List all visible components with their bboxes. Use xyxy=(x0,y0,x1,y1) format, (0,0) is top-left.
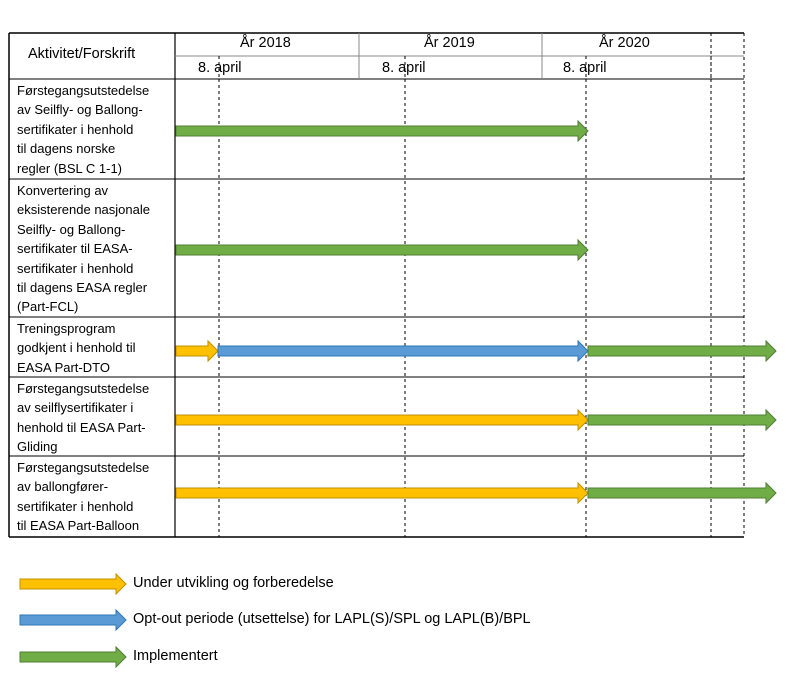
date-header-2020: 8. april xyxy=(563,60,607,76)
phase-arrow-implemented xyxy=(587,339,777,363)
phase-arrow-development xyxy=(175,481,589,505)
phase-arrow-development xyxy=(175,408,589,432)
table-grid xyxy=(8,32,745,538)
year-header-2018: År 2018 xyxy=(240,35,291,51)
row-label-conversion: Konvertering av eksisterende nasjonale S… xyxy=(17,183,150,315)
legend-label-implemented: Implementert xyxy=(133,648,218,664)
legend-arrow-implemented xyxy=(19,645,127,669)
legend-arrow-opt-out xyxy=(19,608,127,632)
year-header-2019: År 2019 xyxy=(424,35,475,51)
date-header-2019: 8. april xyxy=(382,60,426,76)
phase-arrow-development xyxy=(175,339,219,363)
legend-swatches xyxy=(19,572,127,669)
year-header-2020: År 2020 xyxy=(599,35,650,51)
row-label-gliding: Førstegangsutstedelse av seilflysertifik… xyxy=(17,381,150,455)
phase-arrow-implemented xyxy=(175,119,589,143)
activity-header: Aktivitet/Forskrift xyxy=(28,46,136,62)
row-label-balloon: Førstegangsutstedelse av ballongfører- s… xyxy=(17,460,150,534)
legend-arrow-development xyxy=(19,572,127,596)
phase-arrow-implemented xyxy=(175,238,589,262)
phase-arrows xyxy=(175,119,777,505)
row-label-dto: Treningsprogram godkjent i henhold til E… xyxy=(17,321,136,375)
row-label-bsl: Førstegangsutstedelse av Seilfly- og Bal… xyxy=(17,83,150,176)
phase-arrow-implemented xyxy=(587,481,777,505)
date-header-2018: 8. april xyxy=(198,60,242,76)
legend-label-opt-out: Opt-out periode (utsettelse) for LAPL(S)… xyxy=(133,611,531,627)
phase-arrow-implemented xyxy=(587,408,777,432)
phase-arrow-opt-out xyxy=(217,339,589,363)
legend-label-development: Under utvikling og forberedelse xyxy=(133,575,334,591)
